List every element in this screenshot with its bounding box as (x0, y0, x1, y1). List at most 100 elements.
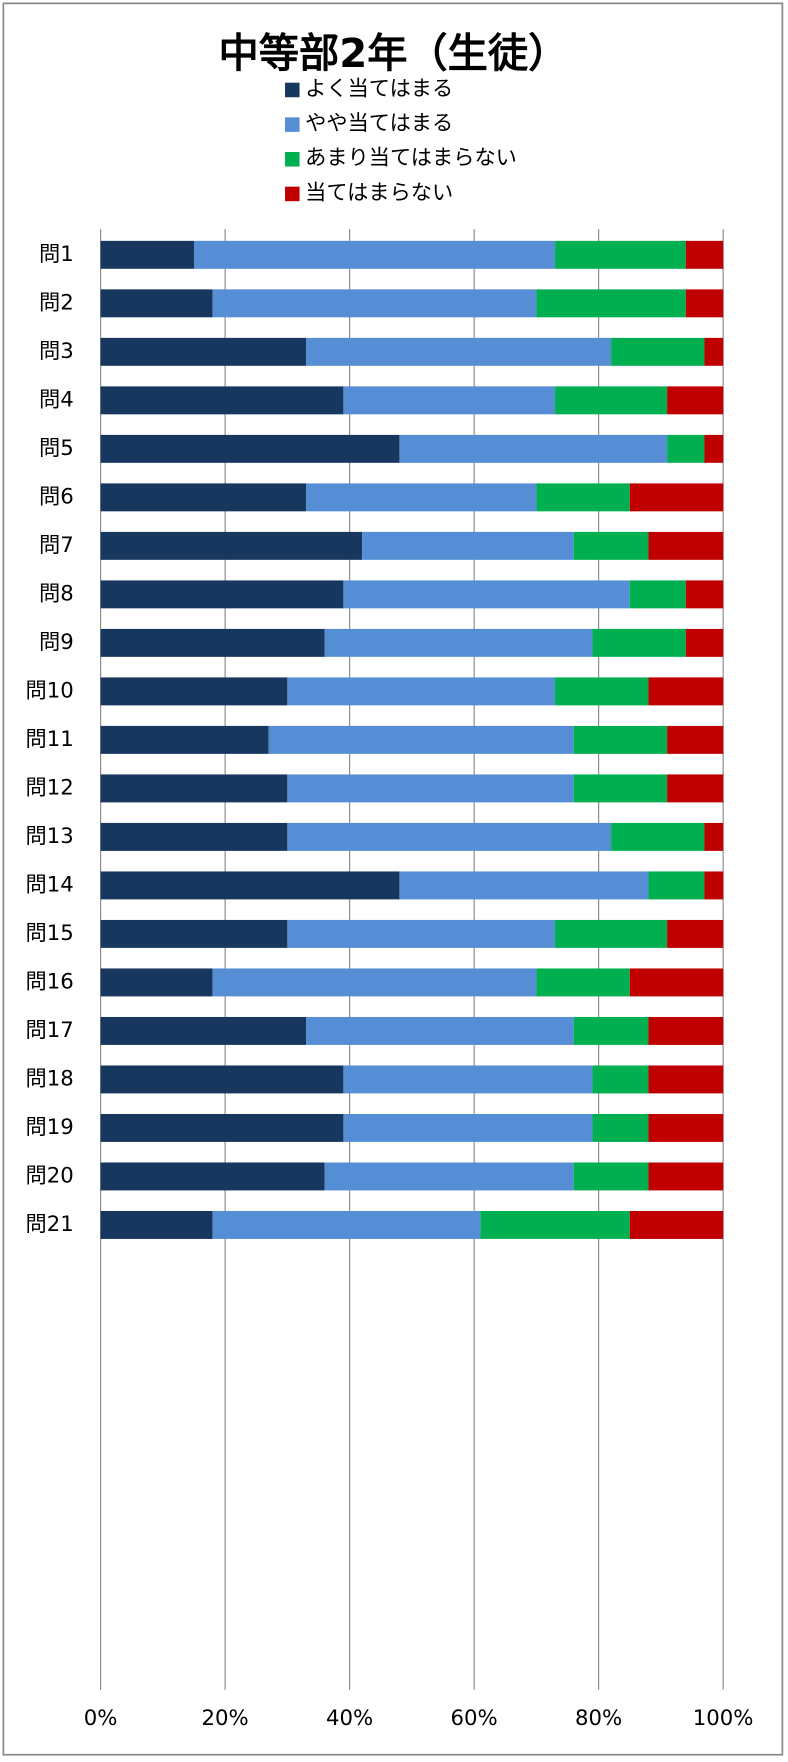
bar-segment (648, 1162, 724, 1191)
bar-segment (667, 725, 724, 754)
bar-segment (287, 677, 556, 706)
bar-segment (100, 483, 307, 512)
y-tick-label: 問19 (26, 1115, 74, 1140)
y-tick-label: 問12 (26, 775, 74, 800)
bar-segment (648, 1016, 724, 1045)
x-tick-label: 100% (693, 1706, 754, 1731)
x-tick-label: 20% (202, 1706, 249, 1731)
bar-segment (685, 628, 724, 657)
bar-segment (685, 240, 724, 269)
bar-segment (555, 386, 668, 415)
bar-segment (100, 774, 288, 803)
y-tick-label: 問1 (39, 242, 74, 267)
bar-segment (573, 1162, 649, 1191)
bar-segment (629, 580, 686, 609)
bar-segment (324, 1162, 574, 1191)
y-tick-label: 問9 (39, 630, 74, 655)
bar-segment (306, 483, 537, 512)
bar-segment (667, 434, 705, 463)
bar-segment (536, 968, 630, 997)
bar-segment (324, 628, 593, 657)
y-tick-label: 問7 (39, 533, 74, 558)
bar-segment (704, 337, 724, 366)
bar-segment (667, 386, 724, 415)
bar-segment (648, 531, 724, 560)
bar-segment (573, 531, 649, 560)
bars (100, 240, 724, 1239)
bar-segment (100, 919, 288, 948)
bar-segment (100, 531, 363, 560)
bar-segment (629, 483, 724, 512)
legend-swatch (285, 117, 300, 132)
bar-segment (573, 725, 668, 754)
x-tick-label: 80% (575, 1706, 622, 1731)
y-tick-label: 問4 (39, 387, 74, 412)
bar-segment (100, 1065, 344, 1094)
bar-segment (100, 628, 325, 657)
bar-segment (343, 1113, 593, 1142)
x-tick-label: 0% (84, 1706, 118, 1731)
bar-segment (648, 1065, 724, 1094)
bar-segment (399, 871, 649, 900)
bar-segment (648, 1113, 724, 1142)
bar-segment (100, 337, 307, 366)
bar-segment (611, 822, 705, 851)
chart-title: 中等部2年（生徒） (219, 31, 569, 77)
bar-segment (629, 968, 724, 997)
bar-segment (648, 677, 724, 706)
legend-label: 当てはまらない (305, 180, 453, 205)
y-tick-label: 問2 (39, 290, 74, 315)
bar-segment (100, 1210, 213, 1239)
bar-segment (212, 968, 537, 997)
bar-segment (287, 919, 556, 948)
legend-label: あまり当てはまらない (305, 146, 517, 171)
y-tick-label: 問6 (39, 484, 74, 509)
labels: 0% 20% 40% 60% 80% 100% 問1 問2 問3 問4 問5 問6 問7 問8 問9 問10 問… (26, 76, 754, 1731)
bar-segment (704, 822, 724, 851)
bar-segment (100, 1016, 307, 1045)
bar-segment (287, 774, 574, 803)
bar-segment (399, 434, 668, 463)
x-tick-label: 40% (326, 1706, 373, 1731)
bar-segment (343, 1065, 593, 1094)
bar-segment (306, 1016, 574, 1045)
legend-swatch (285, 152, 300, 167)
bar-segment (100, 871, 400, 900)
bar-segment (704, 434, 724, 463)
bar-segment (573, 774, 668, 803)
y-tick-label: 問11 (26, 727, 74, 752)
bar-segment (480, 1210, 630, 1239)
bar-segment (592, 1065, 649, 1094)
bar-segment (100, 677, 288, 706)
y-tick-label: 問20 (26, 1163, 74, 1188)
bar-segment (685, 580, 724, 609)
legend-label: よく当てはまる (305, 76, 453, 101)
bar-segment (592, 1113, 649, 1142)
y-tick-label: 問21 (26, 1212, 74, 1237)
bar-segment (100, 822, 288, 851)
bar-segment (648, 871, 705, 900)
y-tick-label: 問14 (26, 872, 74, 897)
y-tick-label: 問18 (26, 1066, 74, 1091)
bar-segment (193, 240, 556, 269)
bar-segment (362, 531, 574, 560)
bar-segment (268, 725, 574, 754)
bar-segment (592, 628, 686, 657)
bar-segment (573, 1016, 649, 1045)
y-tick-label: 問5 (39, 436, 74, 461)
bar-segment (100, 289, 213, 318)
bar-segment (555, 919, 668, 948)
bar-segment (100, 240, 194, 269)
legend-swatch (285, 82, 300, 98)
bar-segment (536, 483, 630, 512)
bar-segment (611, 337, 705, 366)
legend-label: やや当てはまる (305, 111, 453, 136)
bar-segment (343, 386, 556, 415)
y-tick-label: 問10 (26, 678, 74, 703)
bar-segment (343, 580, 630, 609)
y-tick-label: 問8 (39, 581, 74, 606)
y-tick-label: 問16 (26, 969, 74, 994)
bar-segment (536, 289, 686, 318)
y-tick-label: 問17 (26, 1018, 74, 1043)
